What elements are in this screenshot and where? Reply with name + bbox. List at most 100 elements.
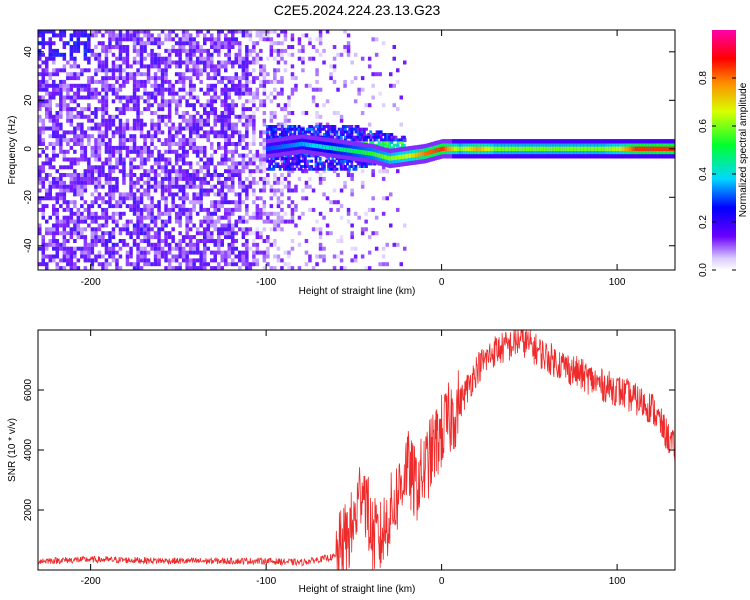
heatmap-cell (80, 95, 84, 100)
heatmap-cell (331, 127, 335, 131)
heatmap-cell (308, 176, 312, 181)
heatmap-cell (136, 262, 140, 267)
heatmap-cell (188, 227, 193, 232)
heatmap-cell (171, 227, 175, 232)
heatmap-cell (146, 211, 151, 216)
heatmap-cell (188, 176, 193, 181)
heatmap-cell (122, 60, 126, 65)
heatmap-cell (269, 266, 274, 270)
heatmap-cell (115, 161, 119, 166)
heatmap-cell (41, 246, 45, 251)
heatmap-cell (320, 125, 324, 128)
heatmap-cell (118, 87, 123, 92)
heatmap-cell (386, 141, 389, 144)
heatmap-cell (252, 60, 256, 65)
heatmap-cell (108, 169, 112, 174)
heatmap-cell (192, 258, 196, 263)
heatmap-cell (287, 196, 291, 201)
heatmap-cell (188, 79, 193, 84)
heatmap-cell (255, 215, 260, 220)
heatmap-cell (62, 246, 67, 251)
heatmap-cell (181, 45, 186, 49)
heatmap-cell (318, 180, 323, 185)
heatmap-cell (146, 76, 151, 81)
heatmap-cell (206, 138, 210, 143)
heatmap-cell (101, 165, 105, 170)
ridge-core (624, 146, 627, 151)
heatmap-cell (276, 258, 281, 263)
heatmap-cell (210, 126, 214, 131)
heatmap-cell (287, 169, 291, 174)
heatmap-cell (73, 161, 77, 166)
heatmap-cell (245, 145, 249, 150)
heatmap-cell (104, 215, 109, 220)
heatmap-cell (316, 162, 320, 166)
heatmap-cell (259, 68, 263, 73)
heatmap-cell (252, 138, 256, 143)
ridge-core (560, 146, 564, 151)
heatmap-cell (297, 231, 302, 236)
heatmap-cell (122, 83, 126, 88)
heatmap-cell (213, 134, 217, 139)
heatmap-cell (304, 154, 307, 158)
ridge-core (585, 146, 588, 151)
heatmap-cell (255, 242, 260, 247)
heatmap-cell (283, 122, 288, 127)
heatmap-cell (252, 200, 256, 205)
heatmap-cell (62, 200, 67, 205)
heatmap-cell (97, 68, 102, 73)
ridge-core (303, 142, 306, 147)
ridge-core (603, 146, 606, 151)
heatmap-cell (231, 188, 235, 193)
heatmap-cell (195, 41, 200, 46)
heatmap-cell (332, 56, 337, 61)
x-tick-label: -200 (81, 277, 101, 288)
ridge-core (550, 146, 553, 151)
heatmap-cell (234, 246, 238, 251)
heatmap-cell (48, 134, 52, 139)
heatmap-cell (97, 138, 102, 143)
ridge-core (541, 146, 544, 151)
heatmap-cell (111, 72, 116, 77)
heatmap-cell (181, 169, 186, 174)
heatmap-cell (238, 134, 242, 139)
heatmap-cell (245, 246, 249, 251)
heatmap-cell (66, 60, 70, 65)
heatmap-cell (364, 227, 368, 232)
heatmap-cell (87, 41, 91, 46)
heatmap-cell (111, 99, 116, 104)
heatmap-cell (94, 231, 98, 236)
heatmap-cell (59, 114, 63, 119)
heatmap-cell (118, 192, 123, 197)
heatmap-cell (290, 207, 295, 212)
heatmap-cell (227, 250, 231, 255)
heatmap-cell (181, 254, 186, 259)
heatmap-cell (311, 207, 316, 212)
heatmap-cell (122, 173, 126, 177)
heatmap-cell (94, 176, 98, 181)
heatmap-cell (66, 254, 70, 259)
heatmap-cell (104, 134, 109, 139)
heatmap-cell (153, 262, 158, 267)
heatmap-cell (266, 235, 270, 240)
heatmap-cell (185, 99, 189, 104)
heatmap-cell (297, 41, 302, 46)
heatmap-cell (139, 231, 144, 236)
heatmap-cell (220, 231, 224, 236)
heatmap-cell (206, 91, 210, 96)
heatmap-cell (111, 176, 116, 181)
heatmap-cell (346, 138, 351, 143)
heatmap-cell (318, 37, 323, 42)
heatmap-cell (178, 72, 182, 77)
ridge-core (589, 146, 592, 151)
heatmap-cell (38, 52, 42, 57)
heatmap-cell (192, 204, 196, 209)
heatmap-cell (87, 258, 91, 263)
heatmap-cell (80, 107, 84, 112)
heatmap-cell (125, 145, 130, 150)
ridge-core (636, 146, 639, 151)
ridge-core (475, 146, 478, 151)
heatmap-cell (139, 52, 144, 57)
heatmap-cell (143, 64, 147, 69)
